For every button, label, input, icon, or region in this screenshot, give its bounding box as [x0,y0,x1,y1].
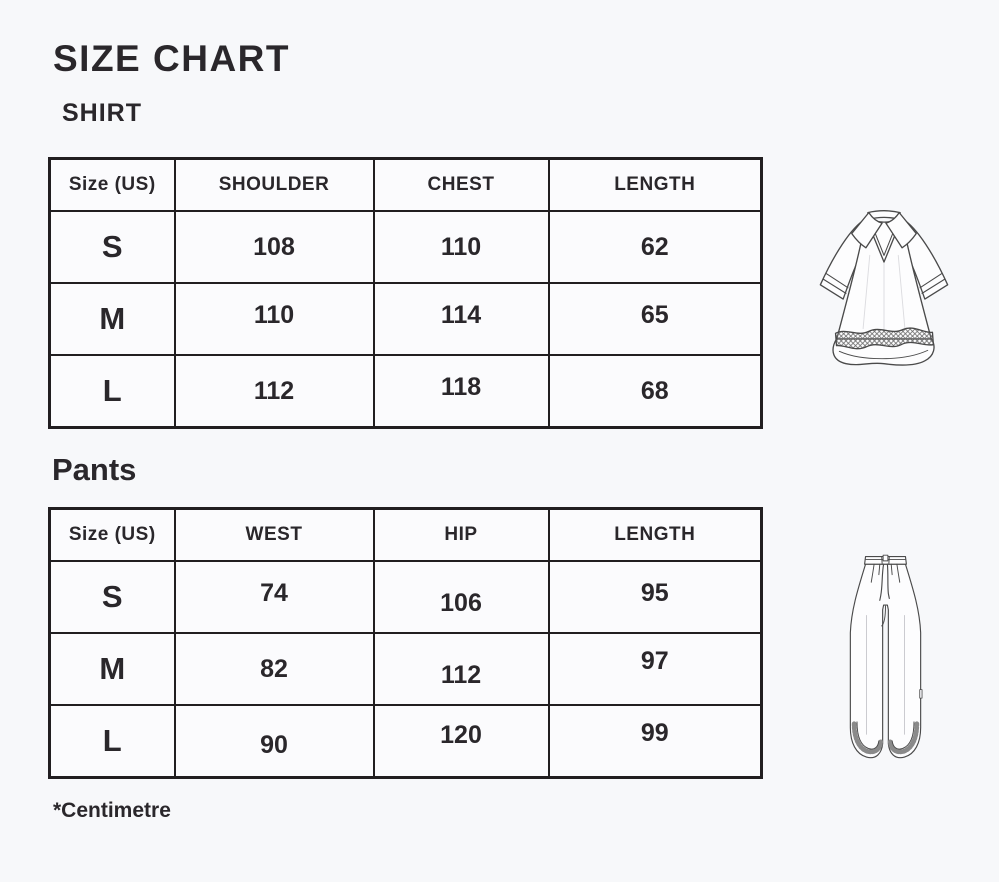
column-header-length: LENGTH [547,507,763,562]
shirt-size-table: Size (US) SHOULDER CHEST LENGTH S 108 11… [48,157,763,429]
column-header-west: WEST [173,507,375,562]
size-label: L [48,354,176,429]
measurement-value: 112 [173,354,375,429]
size-label: L [48,704,176,779]
shirt-row-l: L 112 118 68 [48,354,763,429]
pants-section-heading: Pants [52,452,137,487]
units-footnote: *Centimetre [53,799,171,822]
measurement-value: 108 [173,210,375,284]
size-label: M [48,632,176,706]
measurement-value: 97 [547,632,763,706]
column-header-shoulder: SHOULDER [173,157,375,212]
pants-size-table: Size (US) WEST HIP LENGTH S 74 106 95 M … [48,507,763,779]
measurement-value: 110 [173,282,375,356]
measurement-value: 106 [372,560,550,634]
measurement-value: 95 [547,560,763,634]
size-label: M [48,282,176,356]
measurement-value: 65 [547,282,763,356]
measurement-value: 90 [173,704,375,779]
shirt-table-header-row: Size (US) SHOULDER CHEST LENGTH [48,157,763,212]
column-header-size: Size (US) [48,507,176,562]
shirt-line-drawing [819,210,949,366]
pants-row-s: S 74 106 95 [48,560,763,634]
column-header-hip: HIP [372,507,550,562]
measurement-value: 74 [173,560,375,634]
size-label: S [48,210,176,284]
pants-row-m: M 82 112 97 [48,632,763,706]
measurement-value: 118 [372,354,550,429]
column-header-length: LENGTH [547,157,763,212]
pants-line-drawing [849,554,923,759]
measurement-value: 114 [372,282,550,356]
shirt-row-s: S 108 110 62 [48,210,763,284]
pants-row-l: L 90 120 99 [48,704,763,779]
shirt-row-m: M 110 114 65 [48,282,763,356]
pants-table-header-row: Size (US) WEST HIP LENGTH [48,507,763,562]
measurement-value: 62 [547,210,763,284]
measurement-value: 112 [372,632,550,706]
measurement-value: 120 [372,704,550,779]
measurement-value: 68 [547,354,763,429]
measurement-value: 110 [372,210,550,284]
column-header-size: Size (US) [48,157,176,212]
measurement-value: 99 [547,704,763,779]
shirt-section-heading: SHIRT [62,99,142,127]
measurement-value: 82 [173,632,375,706]
page-title: SIZE CHART [53,38,290,79]
size-label: S [48,560,176,634]
column-header-chest: CHEST [372,157,550,212]
